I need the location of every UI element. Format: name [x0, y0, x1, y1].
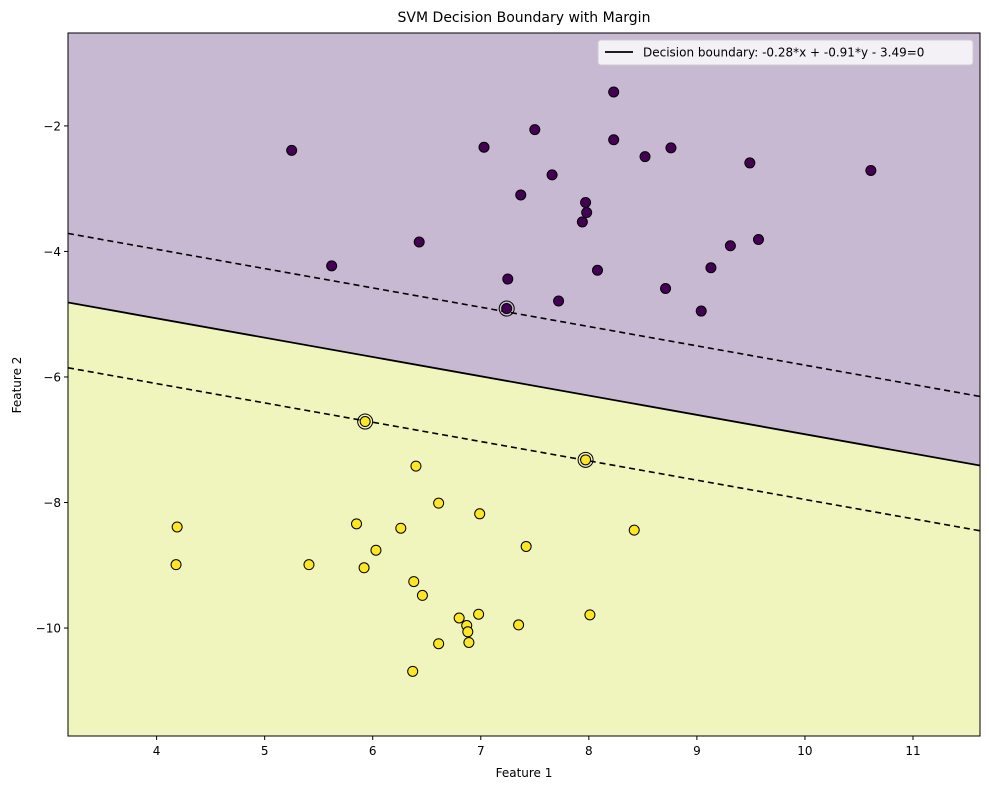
point-class0-1	[326, 260, 338, 272]
point-class0-11	[580, 196, 592, 208]
point-class1-20	[513, 619, 525, 631]
x-tick-label: 5	[261, 744, 269, 758]
point-class1-2	[303, 559, 315, 571]
y-tick-label: −6	[43, 370, 61, 384]
point-class1-19	[474, 508, 486, 520]
point-class0-8	[546, 169, 558, 181]
axes-frame	[67, 32, 981, 737]
margin-line-1	[68, 366, 980, 532]
point-class1-16	[462, 626, 474, 638]
x-tick-label: 6	[369, 744, 377, 758]
region-class-0	[68, 33, 980, 466]
point-class1-22	[580, 454, 592, 466]
point-class1-3	[351, 518, 363, 530]
plot-area	[68, 33, 980, 736]
x-tick-label: 8	[585, 744, 593, 758]
legend-label: Decision boundary: -0.28*x + -0.91*y - 3…	[643, 46, 924, 60]
region-class-1	[68, 302, 980, 736]
point-class1-10	[407, 665, 419, 677]
point-class1-6	[370, 544, 382, 556]
point-class0-4	[502, 273, 514, 285]
point-class1-21	[520, 540, 532, 552]
point-class1-0	[171, 521, 183, 533]
point-class1-7	[395, 522, 407, 534]
point-class1-13	[433, 638, 445, 650]
y-tick-label: −10	[36, 622, 61, 636]
x-axis-label: Feature 1	[496, 766, 553, 780]
point-class1-14	[453, 612, 465, 624]
point-class1-17	[463, 636, 475, 648]
x-tick-label: 4	[153, 744, 161, 758]
point-class0-0	[286, 144, 298, 156]
y-axis-ticks: −10 −8 −6 −4 −2	[36, 119, 68, 636]
point-class0-3	[478, 141, 490, 153]
margin-line-0	[68, 232, 980, 398]
point-class1-8	[408, 576, 420, 588]
point-class1-23	[584, 609, 596, 621]
x-tick-label: 9	[693, 744, 701, 758]
point-class0-22	[744, 157, 756, 169]
y-tick-label: −8	[43, 496, 61, 510]
point-class0-23	[752, 234, 764, 246]
point-class0-16	[639, 151, 651, 163]
point-class0-12	[581, 207, 593, 219]
point-class0-10	[576, 216, 588, 228]
point-class1-12	[433, 497, 445, 509]
y-tick-label: −4	[43, 245, 61, 259]
point-class1-9	[410, 460, 422, 472]
point-class1-4	[358, 562, 370, 574]
point-class0-9	[553, 295, 565, 307]
point-class0-15	[608, 134, 620, 146]
support-vector-0	[498, 300, 515, 317]
legend: Decision boundary: -0.28*x + -0.91*y - 3…	[597, 39, 974, 66]
point-class0-7	[529, 124, 541, 136]
x-axis-ticks: 4 5 6 7 8 9 10 11	[153, 736, 921, 758]
point-class0-21	[724, 240, 736, 252]
point-class1-5	[359, 416, 371, 428]
decision-boundary-line	[68, 301, 980, 467]
y-tick-label: −2	[43, 119, 61, 133]
point-class0-5	[501, 303, 513, 315]
point-class0-19	[695, 305, 707, 317]
point-class1-18	[473, 608, 485, 620]
point-class0-2	[413, 236, 425, 248]
point-class0-14	[608, 86, 620, 98]
support-vector-1	[357, 413, 374, 430]
point-class1-11	[416, 589, 428, 601]
point-class0-20	[705, 262, 717, 274]
point-class1-1	[170, 559, 182, 571]
point-class0-24	[865, 164, 877, 176]
legend-box	[597, 39, 974, 66]
point-class0-17	[660, 282, 672, 294]
x-tick-label: 11	[905, 744, 920, 758]
x-tick-label: 7	[477, 744, 485, 758]
chart-title: SVM Decision Boundary with Margin	[398, 10, 651, 26]
point-class0-18	[665, 142, 677, 154]
y-axis-label: Feature 2	[10, 357, 24, 414]
support-vector-2	[577, 451, 594, 468]
point-class1-24	[628, 524, 640, 536]
point-class0-6	[515, 189, 527, 201]
point-class0-13	[591, 264, 603, 276]
x-tick-label: 10	[797, 744, 812, 758]
